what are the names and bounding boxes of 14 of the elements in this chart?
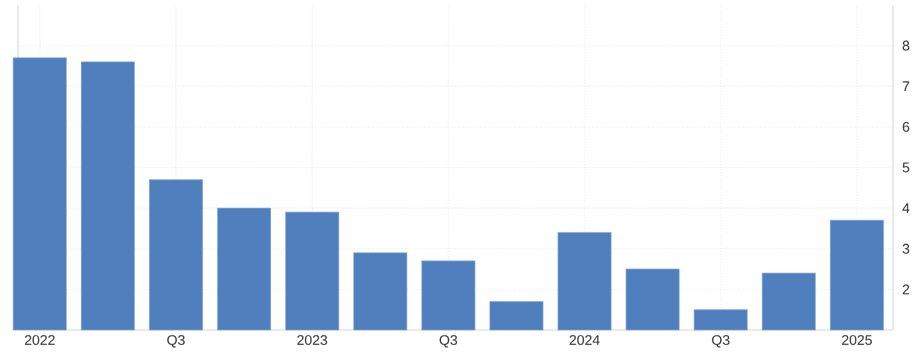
y-tick-label: 4: [902, 203, 910, 213]
x-tick-label: 2023: [297, 335, 328, 345]
y-tick-label: 5: [902, 162, 910, 172]
x-tick-label: 2024: [570, 335, 600, 345]
y-tick-label: 6: [902, 122, 910, 132]
y-tick-label: 7: [902, 81, 910, 92]
y-tick-label: 3: [902, 244, 910, 254]
y-tick-label: 2: [902, 284, 910, 294]
x-tick-label: Q3: [440, 335, 458, 348]
x-tick-label: Q3: [167, 335, 185, 348]
x-tick-label: 2025: [842, 335, 872, 345]
y-tick-label: 8: [902, 40, 910, 51]
x-tick-label: Q3: [712, 335, 730, 348]
x-tick-label: 2022: [24, 335, 55, 345]
